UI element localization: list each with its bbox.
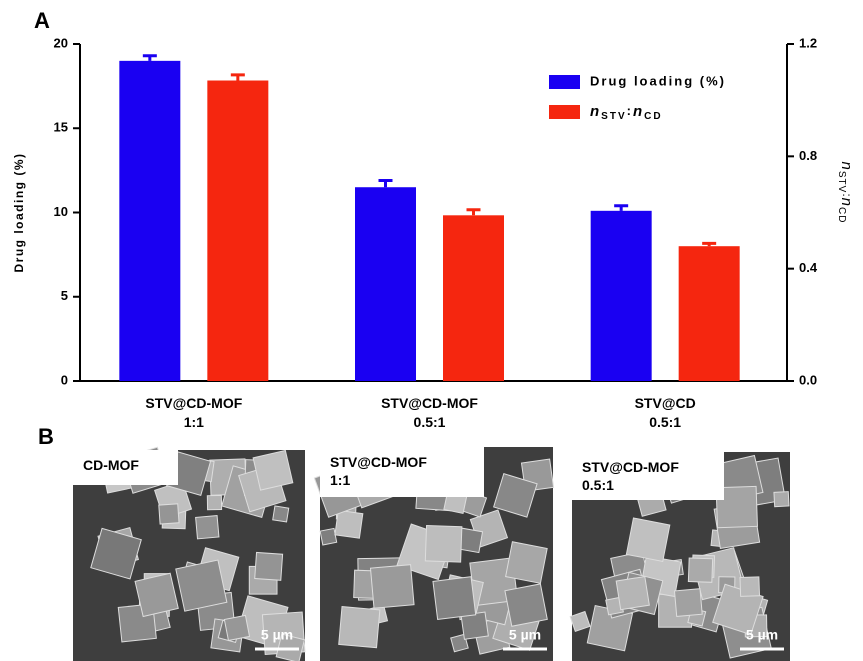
crystal (335, 510, 363, 538)
image-label: STV@CD-MOF 1:1 (330, 453, 427, 489)
bar (119, 61, 180, 381)
y2-tick-label: 0.4 (799, 260, 818, 275)
legend-swatch (549, 75, 580, 89)
error-bar (467, 210, 481, 216)
x-tick-label: STV@CD 0.5:1 (565, 394, 765, 432)
bar (207, 81, 268, 381)
crystal (688, 558, 712, 582)
figure: 0 5 10 15 20 0.0 0.4 0.8 1.2 Drug loading (%) nSTV… (0, 0, 863, 661)
crystal (740, 577, 760, 597)
error-bar (379, 180, 393, 187)
crystal (339, 607, 380, 648)
error-bar (614, 206, 628, 211)
x-tick-label: STV@CD-MOF 1:1 (94, 394, 294, 432)
scale-label: 5 µm (509, 627, 541, 643)
crystal (273, 506, 289, 522)
y-tick-label: 10 (54, 204, 68, 219)
chart: 0 5 10 15 20 0.0 0.4 0.8 1.2 Drug loading (%) nSTV… (0, 0, 863, 661)
bar (443, 215, 504, 381)
bar (591, 211, 652, 381)
panel-label: B (38, 424, 54, 450)
y-tick-label: 20 (54, 35, 68, 50)
crystal (433, 577, 476, 620)
bar (355, 187, 416, 381)
crystal (506, 542, 548, 584)
crystal (224, 615, 249, 640)
crystal (176, 560, 227, 611)
crystal (255, 552, 283, 580)
y2-axis-label: nSTV:nCD (836, 162, 855, 224)
crystal (425, 526, 462, 563)
crystal (135, 573, 178, 616)
error-bar (231, 75, 245, 81)
crystal (505, 584, 547, 626)
crystal (196, 516, 219, 539)
crystal (159, 504, 179, 524)
error-bar (702, 243, 716, 246)
scale-label: 5 µm (261, 627, 293, 643)
crystal (320, 528, 337, 545)
panel-label: A (34, 8, 50, 34)
x-tick-label: STV@CD-MOF 0.5:1 (330, 394, 530, 432)
crystal (674, 589, 702, 617)
y2-tick-label: 1.2 (799, 35, 817, 50)
crystal (626, 518, 669, 561)
crystal (774, 492, 789, 507)
scale-label: 5 µm (746, 627, 778, 643)
legend-label: nSTV:nCD (590, 103, 663, 122)
micrograph: 5 µm (73, 447, 305, 661)
y-tick-label: 0 (61, 372, 68, 387)
y2-tick-label: 0.0 (799, 372, 817, 387)
crystal (370, 565, 414, 609)
bar (679, 246, 740, 381)
legend-swatch (549, 105, 580, 119)
y-axis-label: Drug loading (%) (12, 153, 26, 273)
image-label: CD-MOF (83, 456, 139, 474)
crystal (207, 495, 221, 509)
y-tick-label: 5 (61, 288, 68, 303)
y-tick-label: 15 (54, 120, 68, 135)
error-bar (143, 56, 157, 61)
image-label: STV@CD-MOF 0.5:1 (582, 458, 679, 494)
y2-tick-label: 0.8 (799, 148, 817, 163)
legend-label: Drug loading (%) (590, 73, 726, 88)
crystal (616, 577, 649, 610)
crystal (253, 450, 293, 490)
